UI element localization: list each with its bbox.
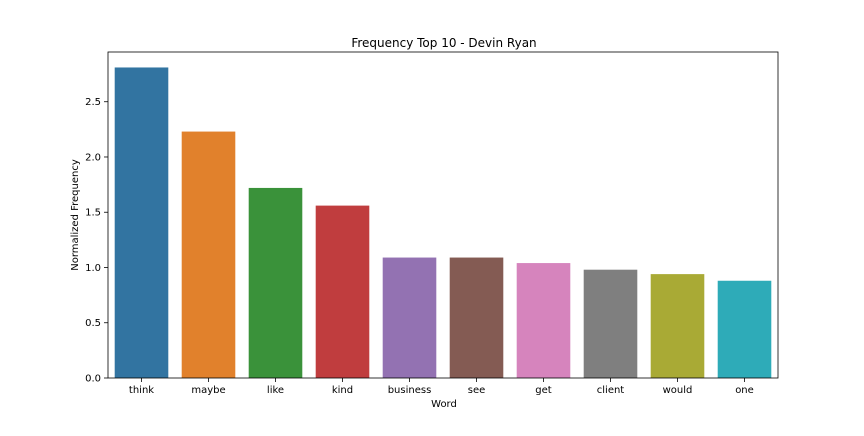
axes-layer [107, 51, 779, 379]
y-axis-label: Normalized Frequency [70, 159, 81, 271]
y-tick-label: 2.0 [85, 152, 101, 163]
y-tick-label: 0.5 [85, 318, 101, 329]
y-tick-label: 0.0 [85, 374, 101, 385]
bar-think [114, 67, 169, 378]
x-tick-label-kind: kind [332, 385, 353, 396]
bars-layer [114, 67, 772, 378]
y-tick-label: 1.0 [85, 263, 101, 274]
x-tick-label-one: one [735, 385, 754, 396]
plot-frame [107, 51, 779, 379]
chart-title: Frequency Top 10 - Devin Ryan [351, 36, 536, 50]
x-tick-label-get: get [535, 385, 552, 396]
x-tick-label-like: like [267, 385, 284, 396]
y-ticks: 0.0 0.5 1.0 1.5 2.0 2.5 [85, 97, 108, 385]
y-tick-label: 2.5 [85, 97, 101, 108]
bar-get [516, 263, 571, 378]
y-tick-label: 1.5 [85, 208, 101, 219]
bar-maybe [181, 131, 236, 378]
x-tick-label-see: see [468, 385, 486, 396]
x-tick-label-maybe: maybe [191, 385, 225, 396]
x-axis-label: Word [431, 399, 457, 410]
bar-kind [315, 205, 370, 378]
bar-client [583, 269, 638, 378]
bar-business [382, 257, 437, 378]
bar-one [717, 280, 772, 378]
x-tick-label-business: business [388, 385, 432, 396]
bar-like [248, 187, 303, 378]
x-tick-label-think: think [129, 385, 154, 396]
x-tick-label-would: would [663, 385, 693, 396]
bar-see [449, 257, 504, 378]
bar-would [650, 274, 705, 378]
x-tick-label-client: client [597, 385, 625, 396]
x-ticks: think maybe like kind business see get client wo… [129, 378, 754, 396]
